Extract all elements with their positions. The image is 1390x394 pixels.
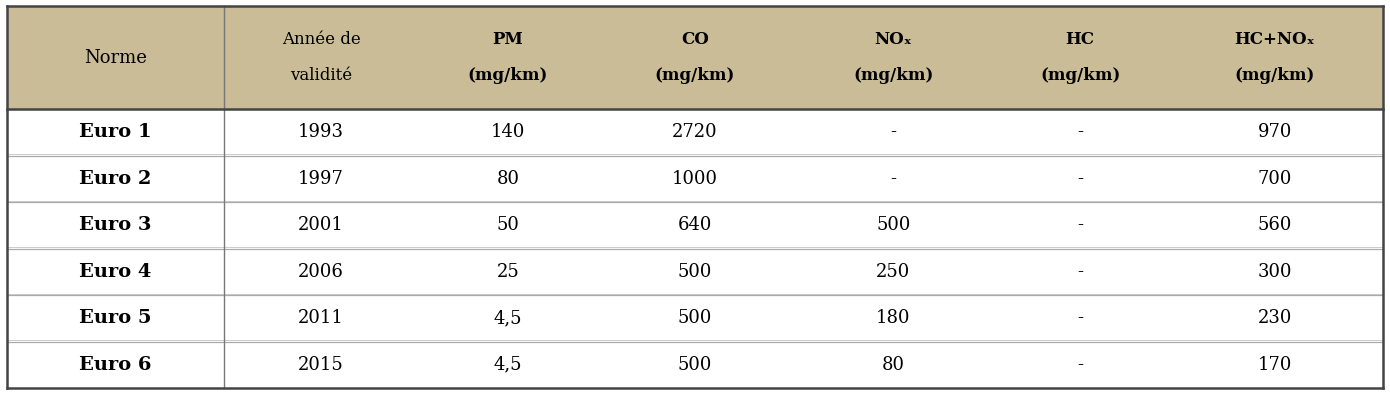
Bar — [7, 109, 1383, 388]
Text: NOₓ: NOₓ — [874, 31, 912, 48]
Text: HC+NOₓ: HC+NOₓ — [1234, 31, 1315, 48]
Text: Euro 6: Euro 6 — [79, 356, 152, 374]
Text: 560: 560 — [1258, 216, 1291, 234]
Text: 2001: 2001 — [297, 216, 343, 234]
Text: 2720: 2720 — [673, 123, 717, 141]
Text: Euro 3: Euro 3 — [79, 216, 152, 234]
Text: Norme: Norme — [83, 48, 147, 67]
Text: 700: 700 — [1258, 170, 1291, 188]
Text: 50: 50 — [496, 216, 520, 234]
Text: Euro 5: Euro 5 — [79, 309, 152, 327]
Text: 2011: 2011 — [297, 309, 343, 327]
Text: Euro 4: Euro 4 — [79, 263, 152, 281]
Text: 170: 170 — [1258, 356, 1291, 374]
Text: Euro 1: Euro 1 — [79, 123, 152, 141]
Text: PM: PM — [492, 31, 524, 48]
Text: (mg/km): (mg/km) — [655, 67, 735, 84]
Text: (mg/km): (mg/km) — [468, 67, 548, 84]
Text: (mg/km): (mg/km) — [1234, 67, 1315, 84]
Text: HC: HC — [1066, 31, 1095, 48]
Text: -: - — [1077, 123, 1083, 141]
Text: 500: 500 — [678, 263, 712, 281]
Text: 500: 500 — [678, 309, 712, 327]
Text: 2015: 2015 — [299, 356, 343, 374]
Text: 500: 500 — [678, 356, 712, 374]
Text: 970: 970 — [1258, 123, 1291, 141]
Text: 25: 25 — [496, 263, 520, 281]
Text: (mg/km): (mg/km) — [1040, 67, 1120, 84]
Text: 80: 80 — [881, 356, 905, 374]
Text: 1000: 1000 — [671, 170, 719, 188]
Text: 1993: 1993 — [297, 123, 345, 141]
Text: -: - — [1077, 216, 1083, 234]
Text: 1997: 1997 — [297, 170, 343, 188]
Text: validité: validité — [291, 67, 352, 84]
Text: 80: 80 — [496, 170, 520, 188]
Text: 230: 230 — [1258, 309, 1291, 327]
Text: 140: 140 — [491, 123, 525, 141]
Text: CO: CO — [681, 31, 709, 48]
Text: 500: 500 — [876, 216, 910, 234]
Text: -: - — [890, 123, 897, 141]
Bar — [7, 6, 1383, 109]
Text: -: - — [1077, 309, 1083, 327]
Text: 300: 300 — [1258, 263, 1291, 281]
Text: -: - — [890, 170, 897, 188]
Text: -: - — [1077, 356, 1083, 374]
Text: (mg/km): (mg/km) — [853, 67, 933, 84]
Text: 250: 250 — [876, 263, 910, 281]
Text: Euro 2: Euro 2 — [79, 170, 152, 188]
Text: Année de: Année de — [282, 31, 360, 48]
Text: 4,5: 4,5 — [493, 309, 523, 327]
Text: 640: 640 — [678, 216, 712, 234]
Text: 4,5: 4,5 — [493, 356, 523, 374]
Text: 180: 180 — [876, 309, 910, 327]
Text: 2006: 2006 — [297, 263, 343, 281]
Text: -: - — [1077, 263, 1083, 281]
Text: -: - — [1077, 170, 1083, 188]
